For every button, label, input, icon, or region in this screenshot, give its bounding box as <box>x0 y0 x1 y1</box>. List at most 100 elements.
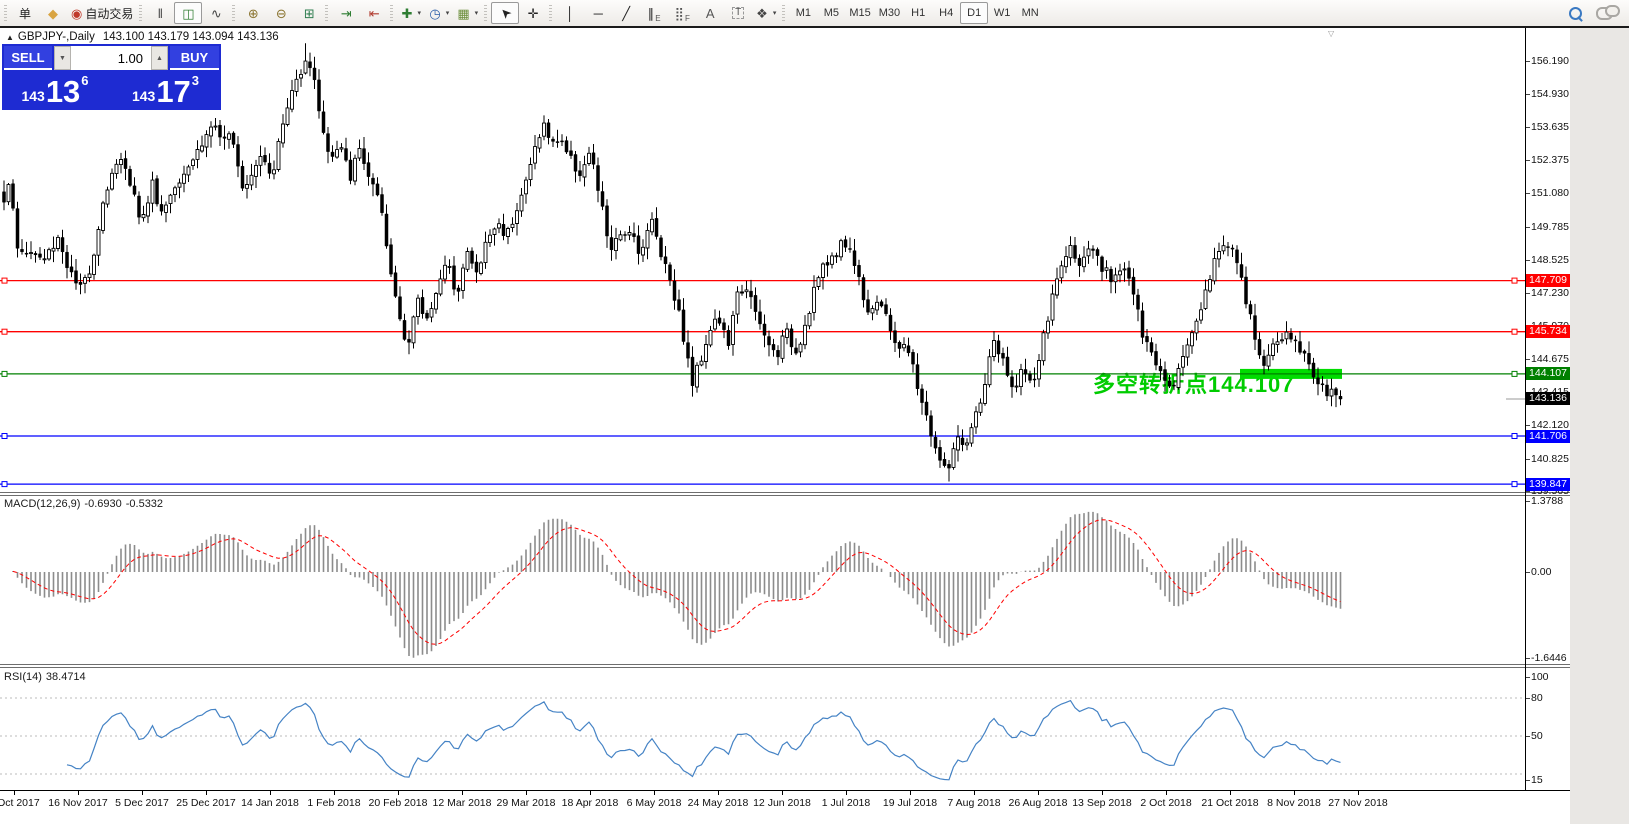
sell-price-display[interactable]: 143 13 6 <box>4 71 106 109</box>
zoom-out-button[interactable]: ⊖ <box>267 2 295 24</box>
timeframe-m30-label: M30 <box>878 7 901 19</box>
channel-button[interactable]: ∥ E <box>640 2 668 24</box>
arrows-button[interactable]: ❖ ▾ <box>752 2 780 24</box>
price-line-badge[interactable]: 147.709 <box>1526 274 1570 287</box>
auto-scroll-button[interactable]: ⇥ <box>332 2 360 24</box>
date-tick-label[interactable]: 7 Aug 2018 <box>947 797 1001 809</box>
chart-canvas[interactable] <box>0 28 1525 812</box>
sell-button[interactable]: SELL <box>4 46 52 70</box>
toolbar-grip[interactable] <box>232 5 236 21</box>
price-line-badge[interactable]: 145.734 <box>1526 325 1570 338</box>
price-tick-mark <box>1526 193 1530 194</box>
price-axis[interactable] <box>1525 28 1570 824</box>
text-button[interactable]: A <box>696 2 724 24</box>
date-tick-label[interactable]: 21 Oct 2018 <box>1201 797 1259 809</box>
price-line-badge[interactable]: 139.847 <box>1526 478 1570 491</box>
price-line-badge[interactable]: 144.107 <box>1526 367 1570 380</box>
trendline-button[interactable]: ╱ <box>612 2 640 24</box>
date-tick-label[interactable]: 26 Aug 2018 <box>1008 797 1068 809</box>
new-order-button[interactable]: 单 <box>11 2 39 24</box>
date-tick-label[interactable]: 13 Sep 2018 <box>1072 797 1132 809</box>
trendline-icon: ╱ <box>622 5 631 21</box>
date-tick-label[interactable]: 2 Oct 2018 <box>1140 797 1192 809</box>
timeframe-m15[interactable]: M15 <box>845 2 874 24</box>
fibonacci-button[interactable]: ⣿ F <box>668 2 696 24</box>
rsi-tick-label: 15 <box>1531 774 1543 786</box>
buy-button[interactable]: BUY <box>170 46 219 70</box>
dropdown-arrow-icon[interactable]: ▾ <box>474 10 479 17</box>
chart-text-annotation[interactable]: 多空转折点144.107 <box>1093 372 1295 397</box>
price-tick-label: 148.525 <box>1531 254 1569 266</box>
timeframe-m30[interactable]: M30 <box>875 2 904 24</box>
date-tick-label[interactable]: 9 Oct 2017 <box>0 797 40 809</box>
zoom-in-button[interactable]: ⊕ <box>239 2 267 24</box>
dropdown-arrow-icon[interactable]: ▾ <box>772 10 777 17</box>
periods-button[interactable]: ◷ ▾ <box>425 2 453 24</box>
date-tick-label[interactable]: 14 Jan 2018 <box>241 797 299 809</box>
date-tick-label[interactable]: 24 May 2018 <box>687 797 749 809</box>
rsi-panel-separator[interactable] <box>0 664 1570 668</box>
price-tick-mark <box>1526 260 1530 261</box>
chat-icon[interactable] <box>1596 4 1620 20</box>
timeframe-h4[interactable]: H4 <box>932 2 960 24</box>
indicators-button[interactable]: ✚ ▾ <box>397 2 425 24</box>
macd-tick-mark <box>1526 501 1530 502</box>
date-tick-mark <box>462 790 463 795</box>
volume-increase-button[interactable]: ▲ <box>151 46 168 70</box>
date-tick-label[interactable]: 1 Jul 2018 <box>821 797 871 809</box>
toolbar-grip[interactable] <box>484 5 488 21</box>
timeframe-h1[interactable]: H1 <box>904 2 932 24</box>
templates-button[interactable]: ▦ ▾ <box>453 2 482 24</box>
toolbar-grip[interactable] <box>325 5 329 21</box>
bar-chart-button[interactable]: ‖ <box>146 2 174 24</box>
crosshair-button[interactable]: ✛ <box>519 2 547 24</box>
dropdown-arrow-icon[interactable]: ▾ <box>417 10 422 17</box>
date-tick-label[interactable]: 5 Dec 2017 <box>115 797 169 809</box>
chart-shift-button[interactable]: ⇤ <box>360 2 388 24</box>
rsi-tick-mark <box>1526 780 1530 781</box>
text-label-button[interactable]: T <box>724 2 752 24</box>
toolbar-grip[interactable] <box>4 5 7 21</box>
date-tick-label[interactable]: 8 Nov 2018 <box>1267 797 1321 809</box>
date-tick-label[interactable]: 1 Feb 2018 <box>307 797 361 809</box>
timeframe-m5[interactable]: M5 <box>817 2 845 24</box>
cursor-button[interactable]: ➤ <box>491 2 520 24</box>
date-tick-label[interactable]: 12 Jun 2018 <box>753 797 811 809</box>
date-tick-label[interactable]: 18 Apr 2018 <box>561 797 619 809</box>
line-chart-button[interactable]: ∿ <box>202 2 230 24</box>
vertical-line-button[interactable]: │ <box>556 2 584 24</box>
date-tick-label[interactable]: 27 Nov 2018 <box>1328 797 1388 809</box>
horizontal-line-button[interactable]: ─ <box>584 2 612 24</box>
date-tick-label[interactable]: 12 Mar 2018 <box>432 797 492 809</box>
candlestick-chart-button[interactable]: ◫ <box>174 2 203 24</box>
order-ticket-icon[interactable]: ◆ <box>39 2 67 24</box>
volume-decrease-button[interactable]: ▼ <box>54 46 71 70</box>
date-tick-label[interactable]: 25 Dec 2017 <box>176 797 236 809</box>
date-tick-label[interactable]: 19 Jul 2018 <box>882 797 938 809</box>
timeframe-m1[interactable]: M1 <box>789 2 817 24</box>
autotrading-button[interactable]: ◉ 自动交易 <box>67 2 137 24</box>
macd-panel-separator[interactable] <box>0 492 1570 496</box>
toolbar-grip[interactable] <box>782 5 786 21</box>
rsi-value: 38.4714 <box>45 671 86 683</box>
volume-input[interactable]: 1.00 <box>71 46 151 70</box>
sell-price-big: 13 <box>45 74 81 110</box>
chart-shift-marker-icon[interactable]: ▽ <box>1328 29 1335 38</box>
macd-main-value: -0.6930 <box>84 498 122 510</box>
search-icon[interactable] <box>1569 6 1582 20</box>
toolbar-grip[interactable] <box>549 5 553 21</box>
buy-price-display[interactable]: 143 17 3 <box>112 71 219 109</box>
tile-windows-button[interactable]: ⊞ <box>295 2 323 24</box>
timeframe-d1[interactable]: D1 <box>960 2 989 24</box>
collapse-icon[interactable]: ▲ <box>6 33 14 42</box>
date-tick-label[interactable]: 20 Feb 2018 <box>368 797 428 809</box>
toolbar-grip[interactable] <box>390 5 394 21</box>
date-tick-label[interactable]: 29 Mar 2018 <box>496 797 556 809</box>
timeframe-w1[interactable]: W1 <box>988 2 1016 24</box>
dropdown-arrow-icon[interactable]: ▾ <box>445 10 450 17</box>
date-tick-label[interactable]: 6 May 2018 <box>626 797 682 809</box>
timeframe-mn[interactable]: MN <box>1016 2 1044 24</box>
price-line-badge[interactable]: 141.706 <box>1526 430 1570 443</box>
toolbar-grip[interactable] <box>139 5 143 21</box>
date-tick-label[interactable]: 16 Nov 2017 <box>48 797 108 809</box>
